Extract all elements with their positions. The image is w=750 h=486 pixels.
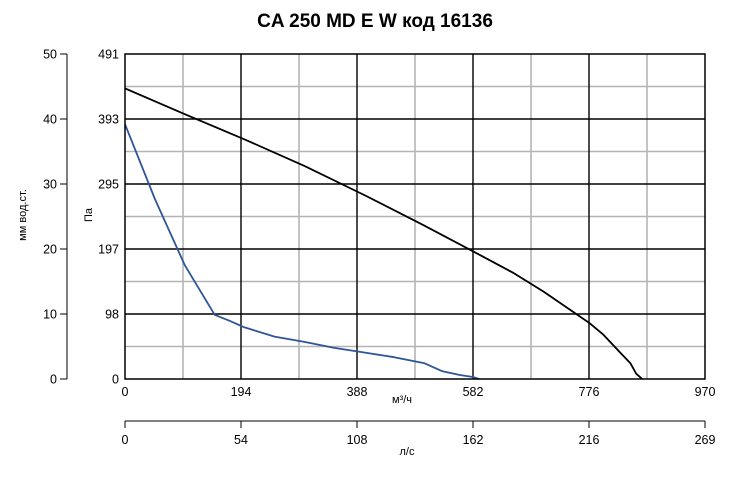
x-axis-ticks: 0 194 388 582 776 970 bbox=[122, 385, 716, 399]
secondary-x-tick-label: 162 bbox=[463, 433, 484, 447]
y-tick-label: 197 bbox=[98, 243, 119, 257]
secondary-x-tick-label: 54 bbox=[234, 433, 248, 447]
secondary-y-tick-label: 30 bbox=[43, 178, 57, 192]
x-tick-label: 0 bbox=[122, 385, 129, 399]
x-axis-label: м³/ч bbox=[392, 394, 412, 406]
y-axis-ticks: 0 98 197 295 393 491 bbox=[98, 48, 119, 387]
x-tick-label: 582 bbox=[463, 385, 484, 399]
y-tick-label: 0 bbox=[112, 373, 119, 387]
secondary-y-tick-label: 50 bbox=[43, 48, 57, 62]
x-tick-label: 970 bbox=[695, 385, 716, 399]
secondary-y-axis-ticks: 0 10 20 30 40 50 bbox=[43, 48, 67, 387]
y-tick-label: 295 bbox=[98, 178, 119, 192]
secondary-x-axis-ticks: 0 54 108 162 216 269 bbox=[122, 421, 716, 447]
secondary-y-tick-label: 20 bbox=[43, 243, 57, 257]
x-tick-label: 776 bbox=[579, 385, 600, 399]
secondary-x-axis-label: л/с bbox=[400, 446, 415, 458]
plot-frame bbox=[124, 53, 706, 380]
secondary-x-tick-label: 0 bbox=[122, 433, 129, 447]
series-line-2 bbox=[124, 123, 480, 380]
secondary-y-tick-label: 40 bbox=[43, 113, 57, 127]
y-axis-label: Па bbox=[83, 207, 95, 222]
secondary-x-tick-label: 269 bbox=[695, 433, 716, 447]
y-tick-label: 393 bbox=[98, 113, 119, 127]
x-tick-label: 194 bbox=[231, 385, 252, 399]
series-group bbox=[124, 87, 643, 380]
x-tick-label: 388 bbox=[347, 385, 368, 399]
secondary-x-tick-label: 216 bbox=[579, 433, 600, 447]
minor-grid bbox=[125, 54, 705, 379]
secondary-y-axis-label: мм вод.ст. bbox=[17, 189, 29, 241]
y-tick-label: 491 bbox=[98, 48, 119, 62]
secondary-x-tick-label: 108 bbox=[347, 433, 368, 447]
series-line-1 bbox=[124, 87, 643, 380]
chart-title: CA 250 MD E W код 16136 bbox=[257, 11, 493, 32]
y-tick-label: 98 bbox=[105, 308, 119, 322]
secondary-y-tick-label: 0 bbox=[50, 373, 57, 387]
secondary-y-tick-label: 10 bbox=[43, 308, 57, 322]
major-grid bbox=[125, 54, 705, 379]
